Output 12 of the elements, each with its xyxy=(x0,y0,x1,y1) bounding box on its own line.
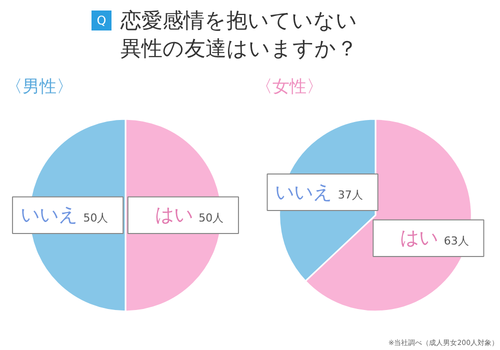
chart-subtitle: 〈女性〉 xyxy=(255,77,324,98)
chart-title: 恋愛感情を抱いていない異性の友達はいますか？ xyxy=(120,8,358,60)
data-label: 50人 xyxy=(83,212,108,225)
slice-label: いいえ xyxy=(20,204,78,226)
slice-label: はい xyxy=(154,204,193,226)
text: Q xyxy=(96,14,106,28)
data-label: 63人 xyxy=(444,234,469,248)
slice-label: いいえ xyxy=(275,181,332,204)
slice-label: はい xyxy=(400,227,438,250)
data-label: 50人 xyxy=(198,212,224,225)
chart-subtitle: 〈男性〉 xyxy=(5,77,74,98)
data-label: 37人 xyxy=(338,188,363,202)
